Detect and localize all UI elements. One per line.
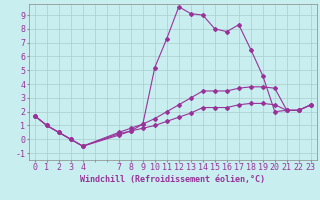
X-axis label: Windchill (Refroidissement éolien,°C): Windchill (Refroidissement éolien,°C) — [80, 175, 265, 184]
